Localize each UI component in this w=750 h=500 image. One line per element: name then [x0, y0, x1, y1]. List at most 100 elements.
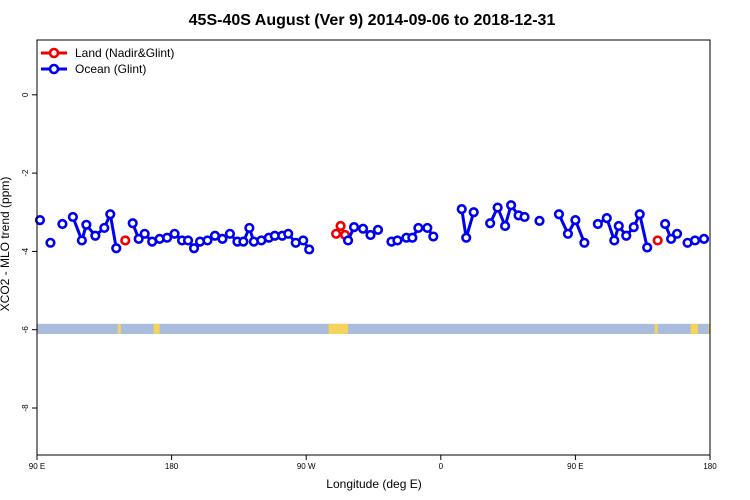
data-point: [372, 224, 384, 235]
legend-marker: [48, 63, 60, 75]
data-point: [162, 232, 173, 243]
data-point: [660, 218, 671, 230]
data-point: [90, 230, 101, 241]
land-band-segment: [117, 323, 121, 335]
data-point: [76, 235, 87, 246]
y-tick-label: -8: [21, 404, 30, 412]
x-tick-label: 90 W: [297, 462, 316, 471]
data-point: [461, 232, 472, 243]
series-line-segment: [638, 213, 649, 248]
plot-frame: [36, 39, 711, 456]
land-band-segment: [153, 323, 160, 335]
legend-entry-label: Ocean (Glint): [75, 62, 146, 76]
data-point: [579, 237, 590, 248]
land-band-segment: [328, 323, 349, 335]
data-point: [357, 223, 369, 234]
chart-title: 45S-40S August (Ver 9) 2014-09-06 to 201…: [189, 12, 556, 29]
series-ocean: [34, 200, 710, 255]
latitude-band: [37, 323, 711, 335]
data-point: [120, 235, 131, 246]
y-axis-label: XCO2 - MLO trend (ppm): [0, 177, 12, 312]
data-point: [392, 235, 403, 246]
legend-marker: [48, 47, 60, 59]
x-tick-label: 180: [165, 462, 179, 471]
data-point: [505, 200, 517, 211]
data-point: [45, 237, 56, 248]
data-point: [652, 235, 663, 246]
data-point: [202, 235, 213, 246]
x-tick-label: 90 E: [567, 462, 583, 471]
data-point: [500, 220, 511, 232]
data-point: [698, 233, 710, 244]
data-point: [570, 214, 581, 226]
data-point: [671, 228, 683, 239]
data-point: [365, 229, 376, 241]
y-axis: 0 -2 -4 -6 -8: [21, 92, 37, 412]
y-tick-label: -2: [21, 169, 30, 177]
data-point: [553, 209, 565, 220]
data-point: [534, 215, 545, 226]
legend-entry-label: Land (Nadir&Glint): [75, 46, 174, 60]
data-point: [105, 209, 116, 220]
data-point: [67, 211, 78, 223]
series-layer: [34, 200, 710, 255]
data-point: [407, 232, 418, 243]
x-tick-label: 90 E: [29, 462, 45, 471]
data-point: [348, 222, 360, 233]
land-band-segment: [690, 323, 699, 335]
data-point: [99, 222, 110, 234]
data-point: [592, 218, 603, 230]
data-point: [428, 231, 439, 242]
data-point: [224, 228, 236, 239]
data-point: [188, 243, 200, 254]
data-point: [689, 235, 701, 246]
ocean-band: [37, 323, 710, 335]
data-point: [342, 235, 354, 246]
x-axis-label: Longitude (deg E): [326, 477, 421, 491]
data-point: [642, 242, 653, 253]
data-point: [628, 222, 639, 233]
data-point: [613, 220, 624, 232]
data-point: [169, 228, 180, 239]
legend: Land (Nadir&Glint) Ocean (Glint): [41, 46, 174, 76]
data-point: [456, 204, 467, 215]
data-point: [217, 233, 228, 244]
data-point: [238, 236, 249, 247]
data-point: [133, 233, 144, 244]
land-band-segment: [654, 323, 658, 335]
data-point: [621, 230, 632, 241]
data-point: [601, 213, 612, 224]
data-point: [609, 235, 620, 246]
data-point: [413, 222, 424, 234]
x-tick-label: 0: [439, 462, 444, 471]
data-point: [519, 211, 530, 223]
data-point: [666, 233, 677, 244]
data-point: [468, 207, 479, 218]
data-point: [485, 218, 496, 229]
x-tick-label: 180: [703, 462, 717, 471]
y-tick-label: -4: [21, 247, 30, 255]
data-point: [139, 228, 150, 239]
data-point: [304, 244, 315, 255]
land-band-segment: [708, 323, 711, 335]
data-point: [422, 222, 433, 234]
data-point: [331, 228, 342, 239]
data-point: [298, 235, 309, 246]
data-point: [562, 228, 574, 239]
data-point: [244, 222, 255, 234]
data-point: [492, 202, 503, 213]
x-axis: 90 E 180 90 W 0 90 E 180: [29, 455, 717, 471]
data-point: [634, 209, 645, 220]
data-point: [283, 228, 294, 239]
y-tick-label: 0: [21, 92, 30, 97]
data-point: [111, 243, 122, 254]
data-point: [34, 214, 46, 226]
data-point: [335, 220, 346, 232]
data-point: [57, 218, 68, 230]
data-point: [127, 218, 138, 229]
y-tick-label: -6: [21, 326, 30, 334]
data-point: [81, 219, 92, 230]
series-line-segment: [108, 213, 118, 249]
data-point: [182, 235, 194, 246]
